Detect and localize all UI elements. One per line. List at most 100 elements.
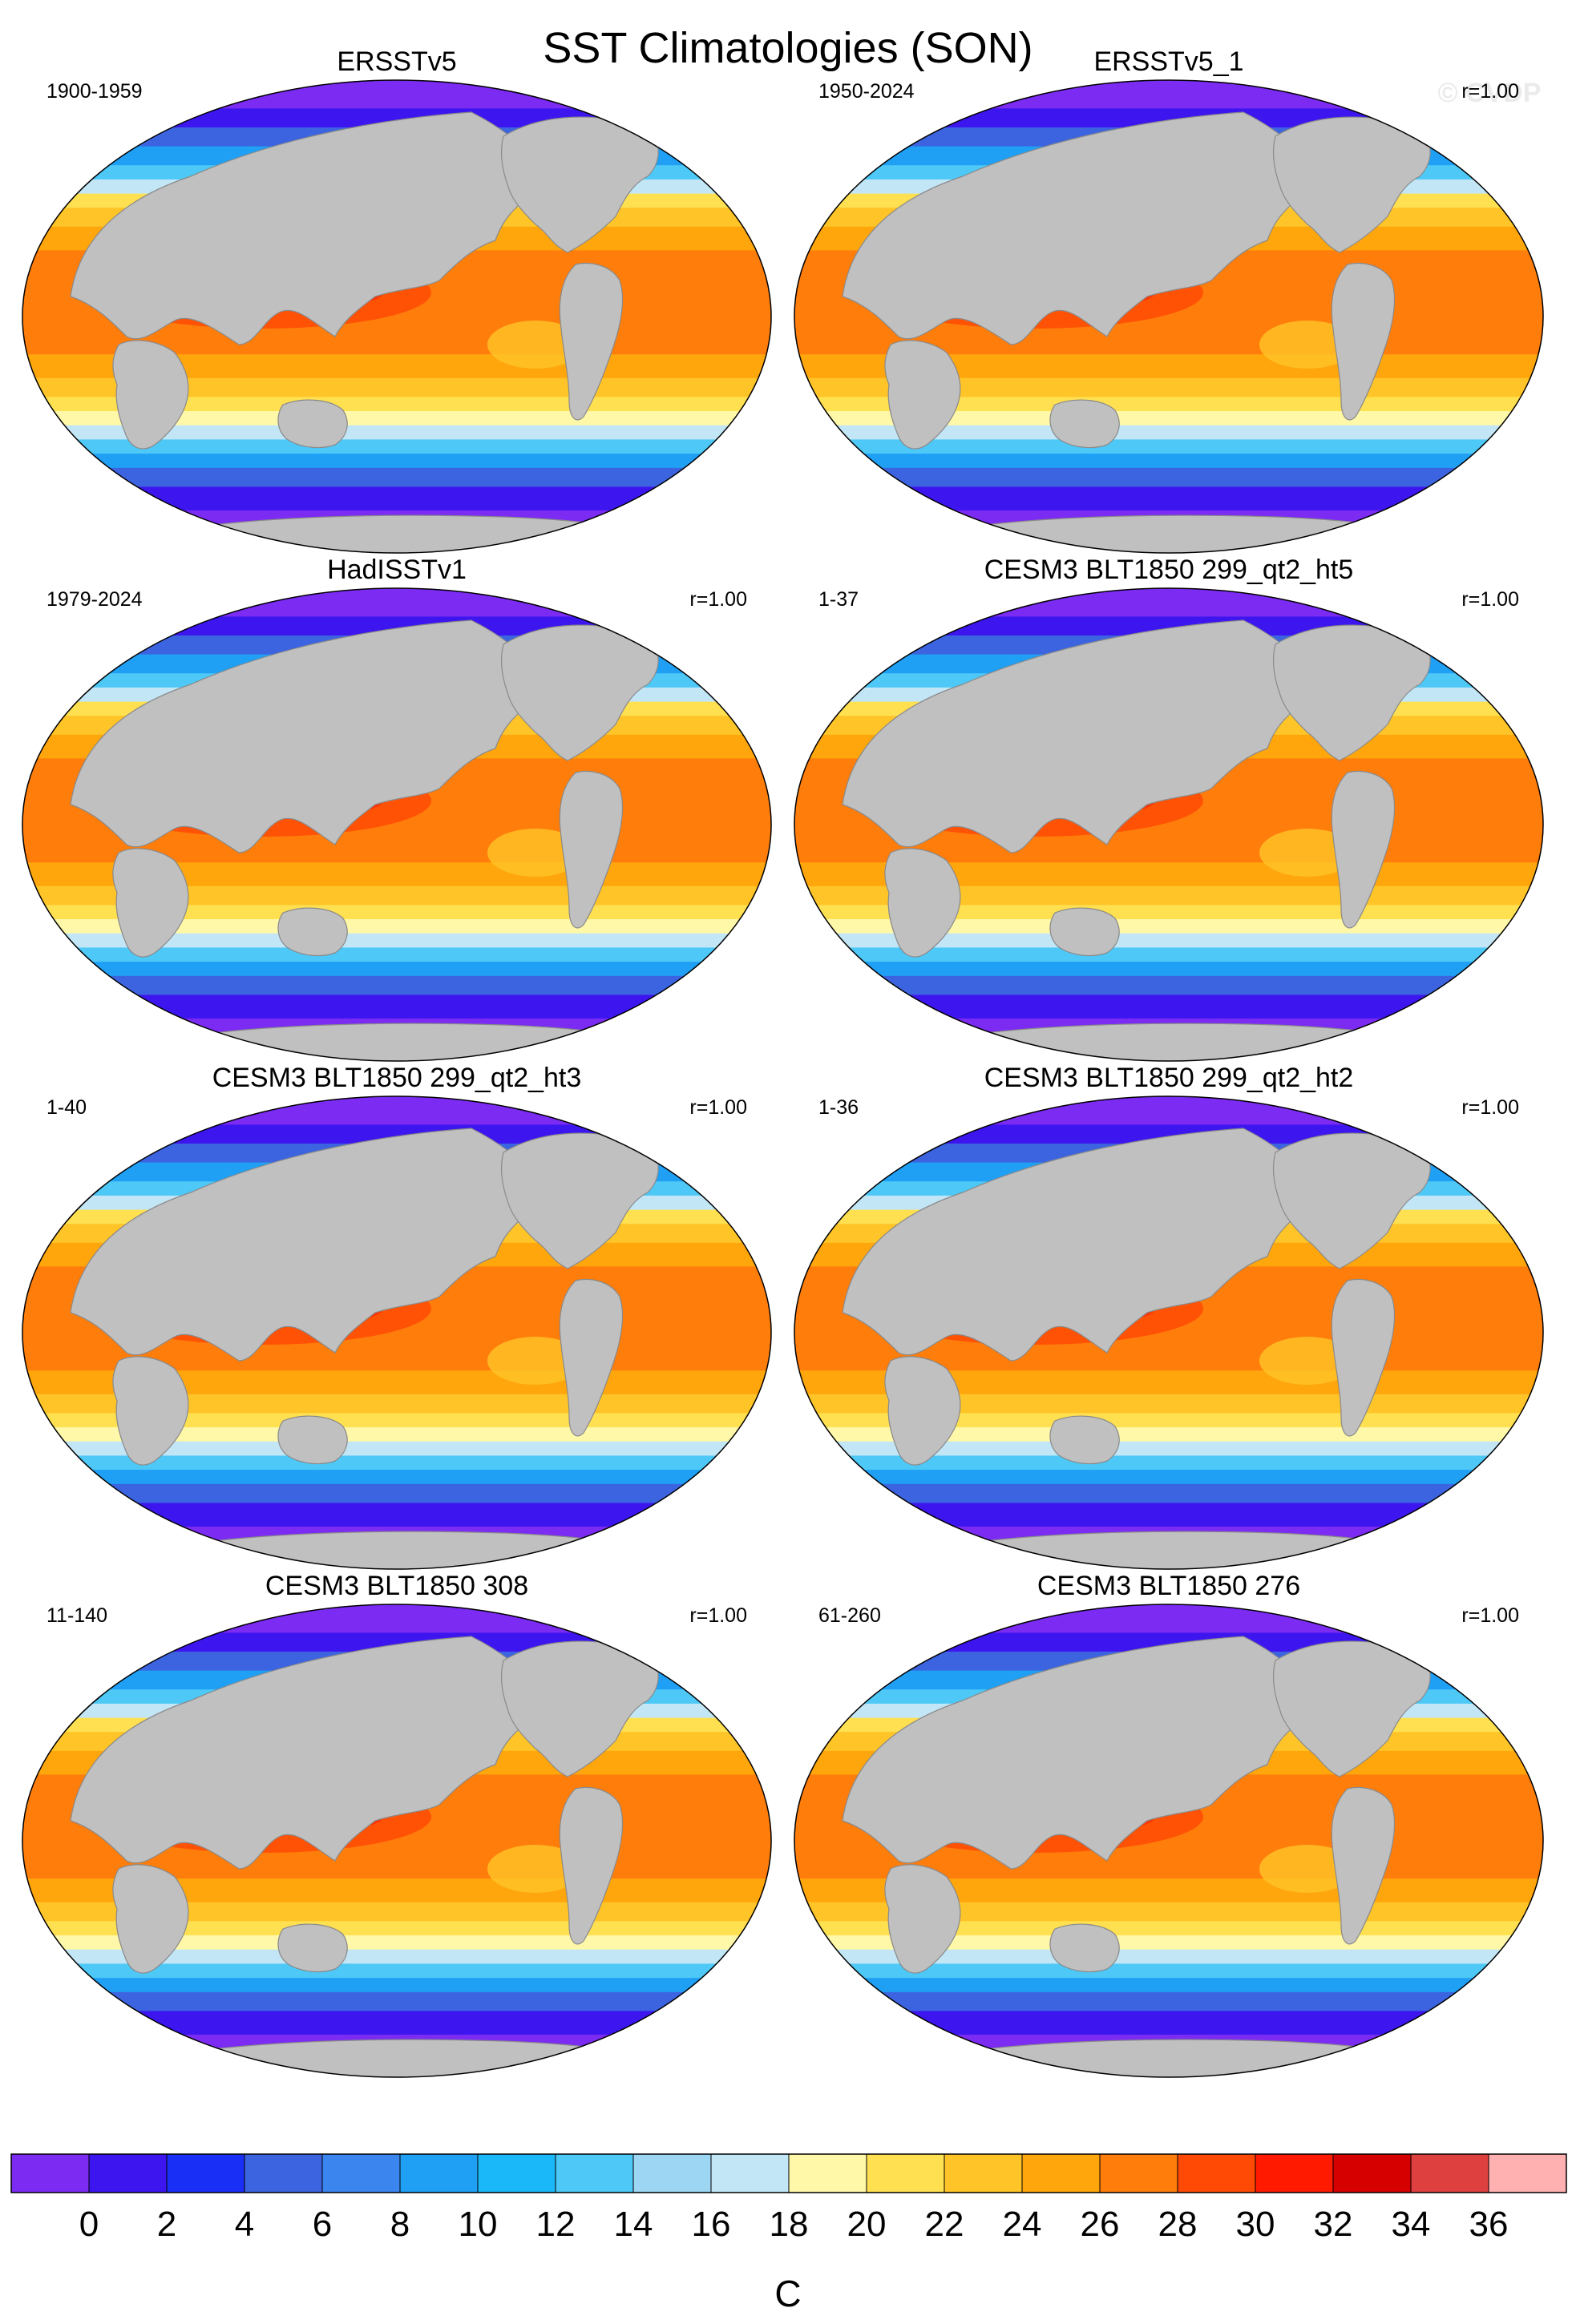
map-outline [794, 587, 1544, 1062]
land-mass [1431, 107, 1501, 157]
colorbar-tick-label: 34 [1392, 2205, 1431, 2244]
map-panel-2-ersstv5-1: ERSSTv5_1 1950-2024 r=1.00 [794, 46, 1544, 554]
panel-period: 1900-1959 [46, 80, 143, 103]
sst-contour-band [794, 995, 1543, 1019]
land-mass [884, 848, 961, 958]
sst-contour-band [794, 425, 1543, 441]
sst-contour-band [22, 2011, 771, 2036]
land-mass [70, 1636, 552, 1870]
colorbar-swatch [633, 2154, 712, 2193]
panel-period: 1-36 [818, 1096, 859, 1119]
land-mass [659, 615, 729, 665]
land-mass [884, 1356, 961, 1466]
sst-contour-band [22, 1963, 771, 1979]
land-mass [842, 111, 1324, 345]
land-mass [112, 1356, 189, 1466]
panel-period: 61-260 [818, 1604, 881, 1627]
colorbar-tick-label: 32 [1314, 2205, 1353, 2244]
panel-period: 11-140 [46, 1604, 107, 1627]
land-mass [842, 1128, 1324, 1362]
panel-correlation: r=1.00 [1461, 588, 1519, 611]
map-panel-8-cesm3-blt1850-276: CESM3 BLT1850 276 61-260 r=1.00 [794, 1571, 1544, 2078]
colorbar-swatch [322, 2154, 401, 2193]
sst-contour-band [22, 1604, 771, 1634]
land-mass [112, 340, 189, 450]
sst-contour-band [22, 1455, 771, 1471]
sst-field [22, 80, 771, 553]
sst-contour-band [22, 975, 771, 996]
map-panel-1-ersstv5: ERSSTv5 1900-1959 [22, 46, 772, 554]
sst-contour-band [794, 962, 1543, 977]
colorbar-swatch [944, 2154, 1023, 2193]
colorbar-swatch [556, 2154, 634, 2193]
colorbar-tick-label: 24 [1003, 2205, 1042, 2244]
sst-field [22, 588, 771, 1061]
colorbar-tick-label: 12 [536, 2205, 576, 2244]
colorbar-swatch [1333, 2154, 1412, 2193]
cold-tongue [1259, 829, 1356, 877]
panel-title: CESM3 BLT1850 299_qt2_ht3 [212, 1063, 582, 1093]
land-mass [70, 619, 552, 853]
colorbar-tick-label: 6 [313, 2205, 332, 2244]
colorbar-swatch [867, 2154, 945, 2193]
colorbar-tick-label: 36 [1469, 2205, 1509, 2244]
sst-contour-band [794, 454, 1543, 469]
colorbar-swatch [478, 2154, 556, 2193]
sst-contour-band [22, 1949, 771, 1965]
land-mass [559, 262, 624, 421]
map-panel-6-cesm3-blt1850-299-qt2-ht2: CESM3 BLT1850 299_qt2_ht2 1-36 r=1.00 [794, 1063, 1544, 1570]
sst-contour-band [22, 933, 771, 949]
colorbar-swatch [244, 2154, 323, 2193]
land-mass [1431, 1632, 1501, 1681]
sst-contour-band [22, 1503, 771, 1527]
colorbar-unit-label: C [774, 2273, 801, 2314]
land-mass [1331, 1278, 1396, 1437]
map-panel-7-cesm3-blt1850-308: CESM3 BLT1850 308 11-140 r=1.00 [22, 1571, 772, 2078]
land-mass [559, 1278, 624, 1437]
land-mass [659, 1124, 729, 1173]
colorbar-tick-label: 4 [235, 2205, 254, 2244]
sst-contour-band [794, 467, 1543, 488]
sst-contour-band [794, 1503, 1543, 1527]
colorbar-tick-label: 18 [770, 2205, 809, 2244]
sst-contour-band [22, 454, 771, 469]
figure-title: SST Climatologies (SON) [543, 24, 1032, 72]
sst-contour-band [794, 1470, 1543, 1485]
land-mass [277, 907, 348, 957]
panel-correlation: r=1.00 [689, 588, 747, 611]
sst-contour-band [22, 962, 771, 977]
panel-period: 1-40 [46, 1096, 87, 1119]
colorbar-tick-label: 10 [459, 2205, 498, 2244]
colorbar-swatch [1100, 2154, 1178, 2193]
map-panels: ERSSTv5 1900-1959 ERSSTv5_1 1950-2024 r=1.00… [22, 46, 1544, 2078]
map-outline [794, 1095, 1544, 1570]
colorbar-tick-label: 28 [1158, 2205, 1198, 2244]
sst-contour-band [794, 486, 1543, 511]
panel-title: CESM3 BLT1850 299_qt2_ht5 [984, 555, 1354, 585]
land-mass [1331, 262, 1396, 421]
sst-contour-band [794, 439, 1543, 455]
land-mass [559, 770, 624, 929]
land-mass [112, 848, 189, 958]
sst-contour-band [22, 467, 771, 488]
sst-field [794, 80, 1543, 553]
colorbar-swatch [1022, 2154, 1101, 2193]
sst-contour-band [22, 439, 771, 455]
panel-period: 1979-2024 [46, 588, 143, 611]
panel-correlation: r=1.00 [1461, 1604, 1519, 1627]
cold-tongue [487, 321, 584, 369]
land-mass [277, 399, 348, 449]
map-panel-3-hadisstv1: HadISSTv1 1979-2024 r=1.00 [22, 555, 772, 1062]
cold-tongue [1259, 321, 1356, 369]
map-outline [794, 79, 1544, 554]
colorbar-tick-label: 30 [1236, 2205, 1275, 2244]
colorbar-tick-label: 14 [614, 2205, 653, 2244]
sst-contour-band [794, 2011, 1543, 2036]
land-mass [1431, 1124, 1501, 1173]
colorbar-swatch [789, 2154, 867, 2193]
colorbar-swatch [11, 2154, 90, 2193]
colorbar-tick-label: 8 [390, 2205, 410, 2244]
sst-contour-band [794, 933, 1543, 949]
sst-contour-band [794, 1441, 1543, 1457]
land-mass [112, 1864, 189, 1974]
